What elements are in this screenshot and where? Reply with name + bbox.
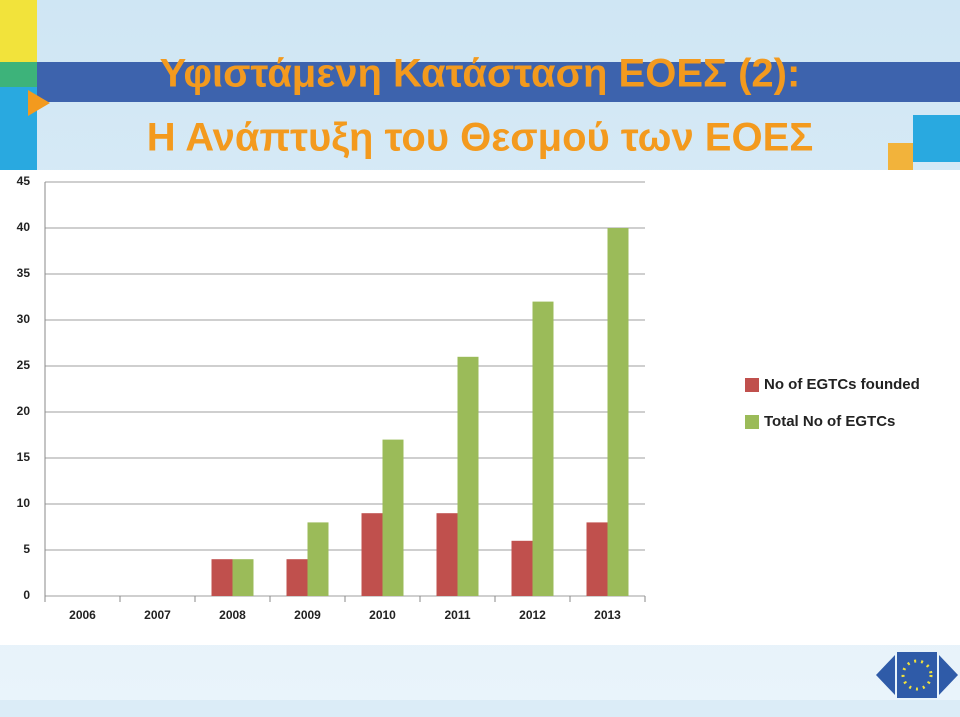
x-tick-label: 2012 [519, 608, 546, 622]
x-tick-label: 2008 [219, 608, 246, 622]
bar [532, 301, 554, 596]
y-tick-label: 40 [17, 220, 31, 234]
y-tick-label: 45 [17, 174, 31, 188]
x-tick-label: 2006 [69, 608, 96, 622]
title-band [37, 62, 960, 102]
y-tick-label: 25 [17, 358, 31, 372]
bar [382, 439, 404, 596]
bar [586, 522, 608, 596]
bar [232, 559, 254, 596]
legend-label: No of EGTCs founded [764, 376, 920, 393]
bar [286, 559, 308, 596]
y-tick-label: 35 [17, 266, 31, 280]
deco-square [0, 0, 37, 62]
x-tick-label: 2011 [444, 608, 470, 622]
footer-band [0, 700, 960, 717]
bar [511, 540, 533, 596]
logo-shape [939, 655, 958, 695]
x-tick-label: 2013 [594, 608, 621, 622]
deco-arrow [28, 90, 50, 116]
logo-shape [876, 655, 895, 695]
y-tick-label: 20 [17, 404, 31, 418]
deco-square [888, 143, 913, 170]
legend-swatch [745, 415, 759, 429]
y-tick-label: 15 [17, 450, 31, 464]
legend-label: Total No of EGTCs [764, 413, 895, 430]
legend-swatch [745, 378, 759, 392]
y-tick-label: 5 [23, 542, 30, 556]
slide-title: Υφιστάμενη Κατάσταση ΕΟΕΣ (2): [160, 52, 801, 96]
logo-stars [901, 659, 933, 691]
y-tick-label: 30 [17, 312, 31, 326]
x-tick-label: 2009 [294, 608, 321, 622]
logo [876, 652, 958, 698]
deco-square [0, 62, 37, 87]
y-tick-label: 10 [17, 496, 31, 510]
chart-area [0, 170, 960, 645]
x-tick-label: 2010 [369, 608, 396, 622]
bar [457, 356, 479, 596]
x-tick-label: 2007 [144, 608, 171, 622]
bar [607, 228, 629, 596]
slide-title: Η Ανάπτυξη του Θεσμού των ΕΟΕΣ [147, 116, 814, 160]
bar [211, 559, 233, 596]
bar [307, 522, 329, 596]
deco-square [913, 115, 960, 162]
bar [436, 513, 458, 596]
bar [361, 513, 383, 596]
y-tick-label: 0 [23, 588, 30, 602]
